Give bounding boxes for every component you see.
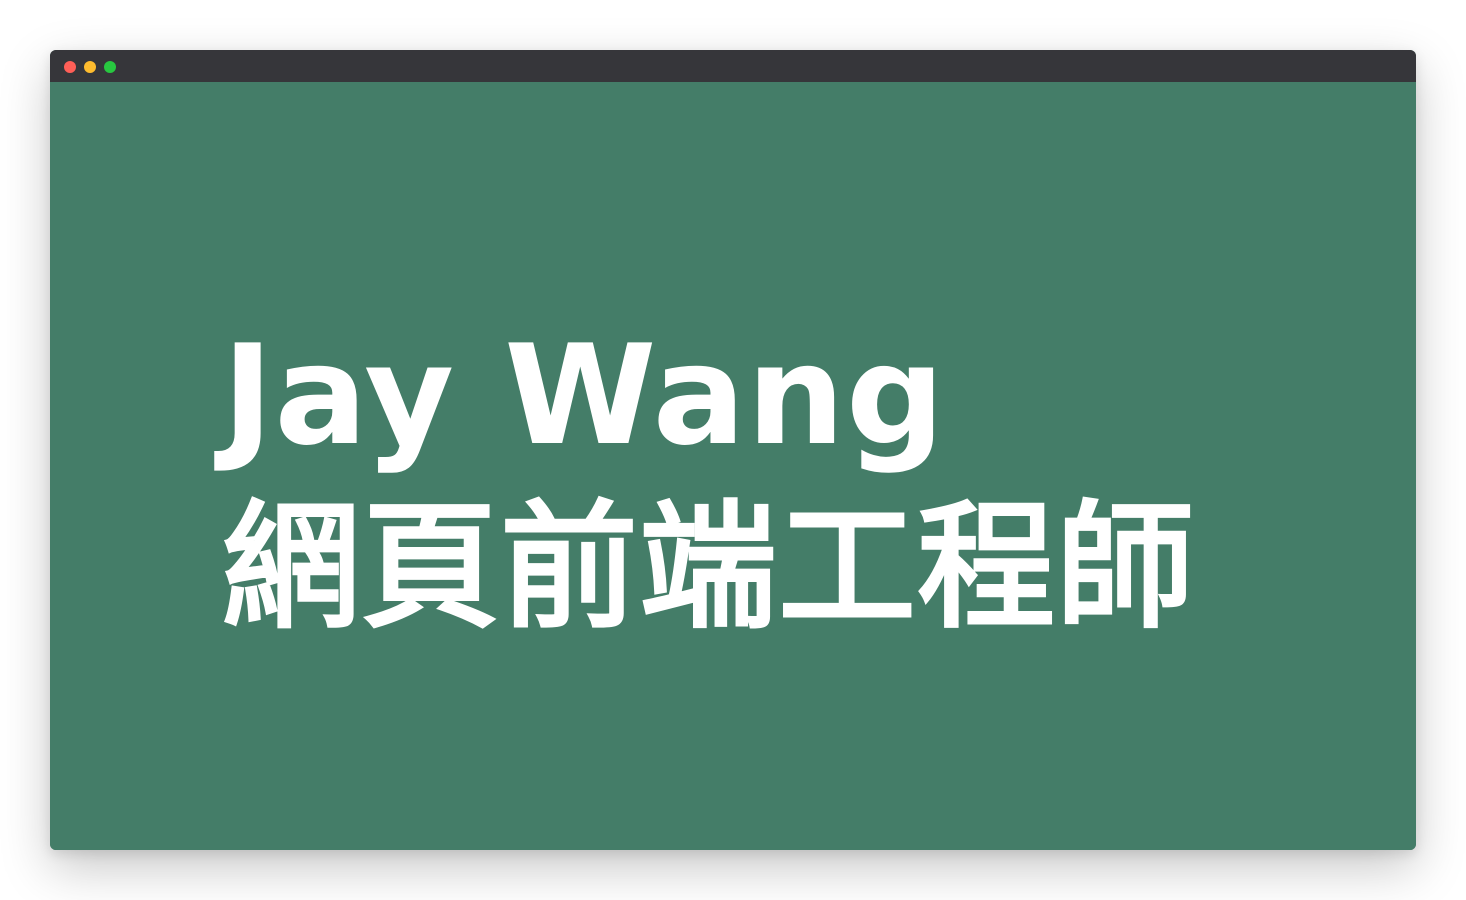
hero-heading: Jay Wang 網頁前端工程師 bbox=[222, 310, 1195, 654]
zoom-window-button[interactable] bbox=[104, 61, 116, 73]
browser-window: Jay Wang 網頁前端工程師 bbox=[50, 50, 1416, 850]
page-content: Jay Wang 網頁前端工程師 bbox=[50, 82, 1416, 850]
hero-name: Jay Wang bbox=[222, 315, 946, 476]
window-titlebar bbox=[50, 50, 1416, 82]
close-window-button[interactable] bbox=[64, 61, 76, 73]
hero-role: 網頁前端工程師 bbox=[222, 487, 1196, 648]
minimize-window-button[interactable] bbox=[84, 61, 96, 73]
